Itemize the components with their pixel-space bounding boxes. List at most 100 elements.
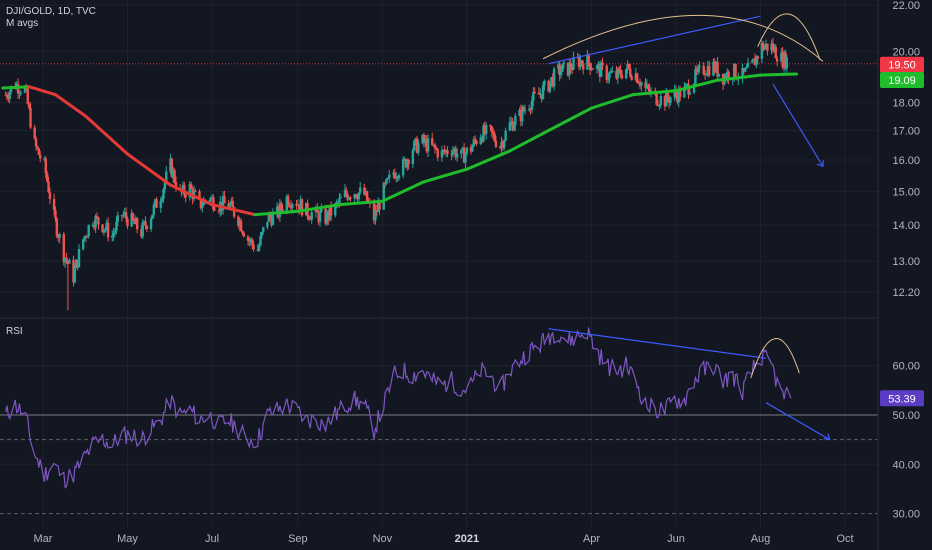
candle-body	[626, 63, 629, 70]
candle-body	[231, 200, 234, 208]
axis-badges: 19.50 19.09 53.39	[880, 56, 924, 407]
candle-body	[335, 202, 338, 204]
rsi-tick-label: 60.00	[892, 361, 920, 373]
candle-body	[591, 68, 595, 70]
candle-body	[76, 259, 79, 268]
candle-body	[659, 96, 662, 106]
candle-body	[241, 231, 244, 234]
candle-body	[414, 138, 417, 141]
candle-body	[431, 138, 434, 145]
candle-body	[683, 87, 686, 98]
candle-body	[18, 92, 21, 94]
moving-average-segment	[759, 72, 799, 77]
candle-body	[685, 84, 689, 86]
candle-body	[770, 43, 773, 51]
candle-body	[26, 88, 29, 104]
candle-body	[465, 147, 469, 154]
candle-body	[111, 235, 114, 238]
time-tick-label: Jul	[205, 533, 219, 545]
candle-body	[372, 203, 376, 221]
candle-body	[343, 189, 347, 198]
candle-body	[406, 160, 409, 168]
moving-average-segment	[674, 78, 720, 93]
candle-body	[726, 71, 729, 80]
candle-body	[159, 201, 162, 208]
candle-body	[422, 134, 426, 143]
candle-body	[84, 236, 88, 238]
candle-body	[170, 158, 174, 178]
candle-body	[424, 139, 427, 143]
candle-body	[228, 204, 232, 208]
candle-body	[421, 134, 424, 144]
candle-body	[688, 92, 692, 95]
rsi-tick-label: 50.00	[892, 410, 920, 422]
candle-body	[190, 184, 193, 189]
candle-body	[58, 234, 61, 238]
candle-body	[435, 148, 438, 150]
candle-body	[673, 89, 676, 98]
candle-body	[8, 91, 11, 99]
candle-body	[105, 222, 108, 230]
candle-body	[65, 257, 68, 261]
candle-body	[256, 249, 259, 251]
candle-body	[54, 210, 57, 219]
candle-body	[149, 218, 153, 230]
candle-body	[34, 138, 38, 147]
drawing-annotations[interactable]	[542, 13, 831, 441]
candle-body	[582, 63, 585, 70]
candle-body	[268, 213, 272, 218]
candle-body	[81, 239, 85, 250]
candle-body	[62, 234, 65, 263]
candle-body	[324, 208, 327, 224]
price-pane[interactable]	[0, 37, 878, 311]
time-axis[interactable]: Mar May Jul Sep Nov 2021 Apr Jun Aug Oct	[34, 533, 854, 545]
moving-average-segment	[465, 149, 512, 171]
candle-body	[94, 216, 97, 228]
candle-body	[386, 178, 390, 180]
candle-body	[358, 187, 362, 193]
candle-body	[601, 62, 604, 66]
rsi-pane[interactable]	[5, 327, 792, 489]
rsi-reference-lines	[0, 414, 878, 515]
symbol-title[interactable]: DJI/GOLD, 1D, TVC	[6, 6, 96, 17]
candle-body	[440, 150, 444, 158]
indicator-legend[interactable]: M avgs	[6, 18, 39, 29]
candle-body	[489, 125, 492, 127]
candle-body	[512, 125, 516, 131]
candle-body	[329, 206, 333, 216]
rsi-tick-label: 30.00	[892, 509, 920, 521]
candle-body	[86, 236, 89, 238]
candle-body	[275, 206, 279, 213]
moving-average-segment	[590, 93, 635, 110]
candle-body	[202, 199, 205, 206]
candle-body	[552, 68, 556, 87]
candle-body	[656, 104, 660, 106]
candle-body	[239, 220, 243, 232]
candle-body	[550, 77, 553, 83]
candle-body	[500, 141, 503, 148]
candle-body	[307, 216, 311, 219]
rsi-title[interactable]: RSI	[6, 326, 23, 337]
candle-body	[217, 210, 221, 212]
candle-body	[134, 218, 138, 225]
candle-body	[417, 143, 420, 153]
candle-body	[19, 92, 23, 94]
candle-body	[568, 63, 571, 76]
candle-body	[152, 204, 156, 215]
price-tick-label: 16.00	[892, 155, 920, 167]
candle-body	[37, 148, 41, 155]
candle-body	[97, 217, 100, 225]
candle-body	[144, 221, 147, 226]
candle-body	[665, 91, 668, 107]
rsi-axis[interactable]: 30.00 40.00 50.00 60.00	[892, 361, 920, 521]
price-axis[interactable]: 12.20 13.00 14.00 15.00 16.00 17.00 18.00 20.00…	[892, 0, 920, 299]
candle-body	[629, 68, 632, 77]
candle-body	[532, 91, 535, 101]
candle-body	[248, 240, 251, 242]
candle-body	[77, 249, 81, 268]
candle-body	[634, 73, 638, 80]
candle-body	[734, 64, 737, 79]
candle-body	[353, 194, 356, 199]
